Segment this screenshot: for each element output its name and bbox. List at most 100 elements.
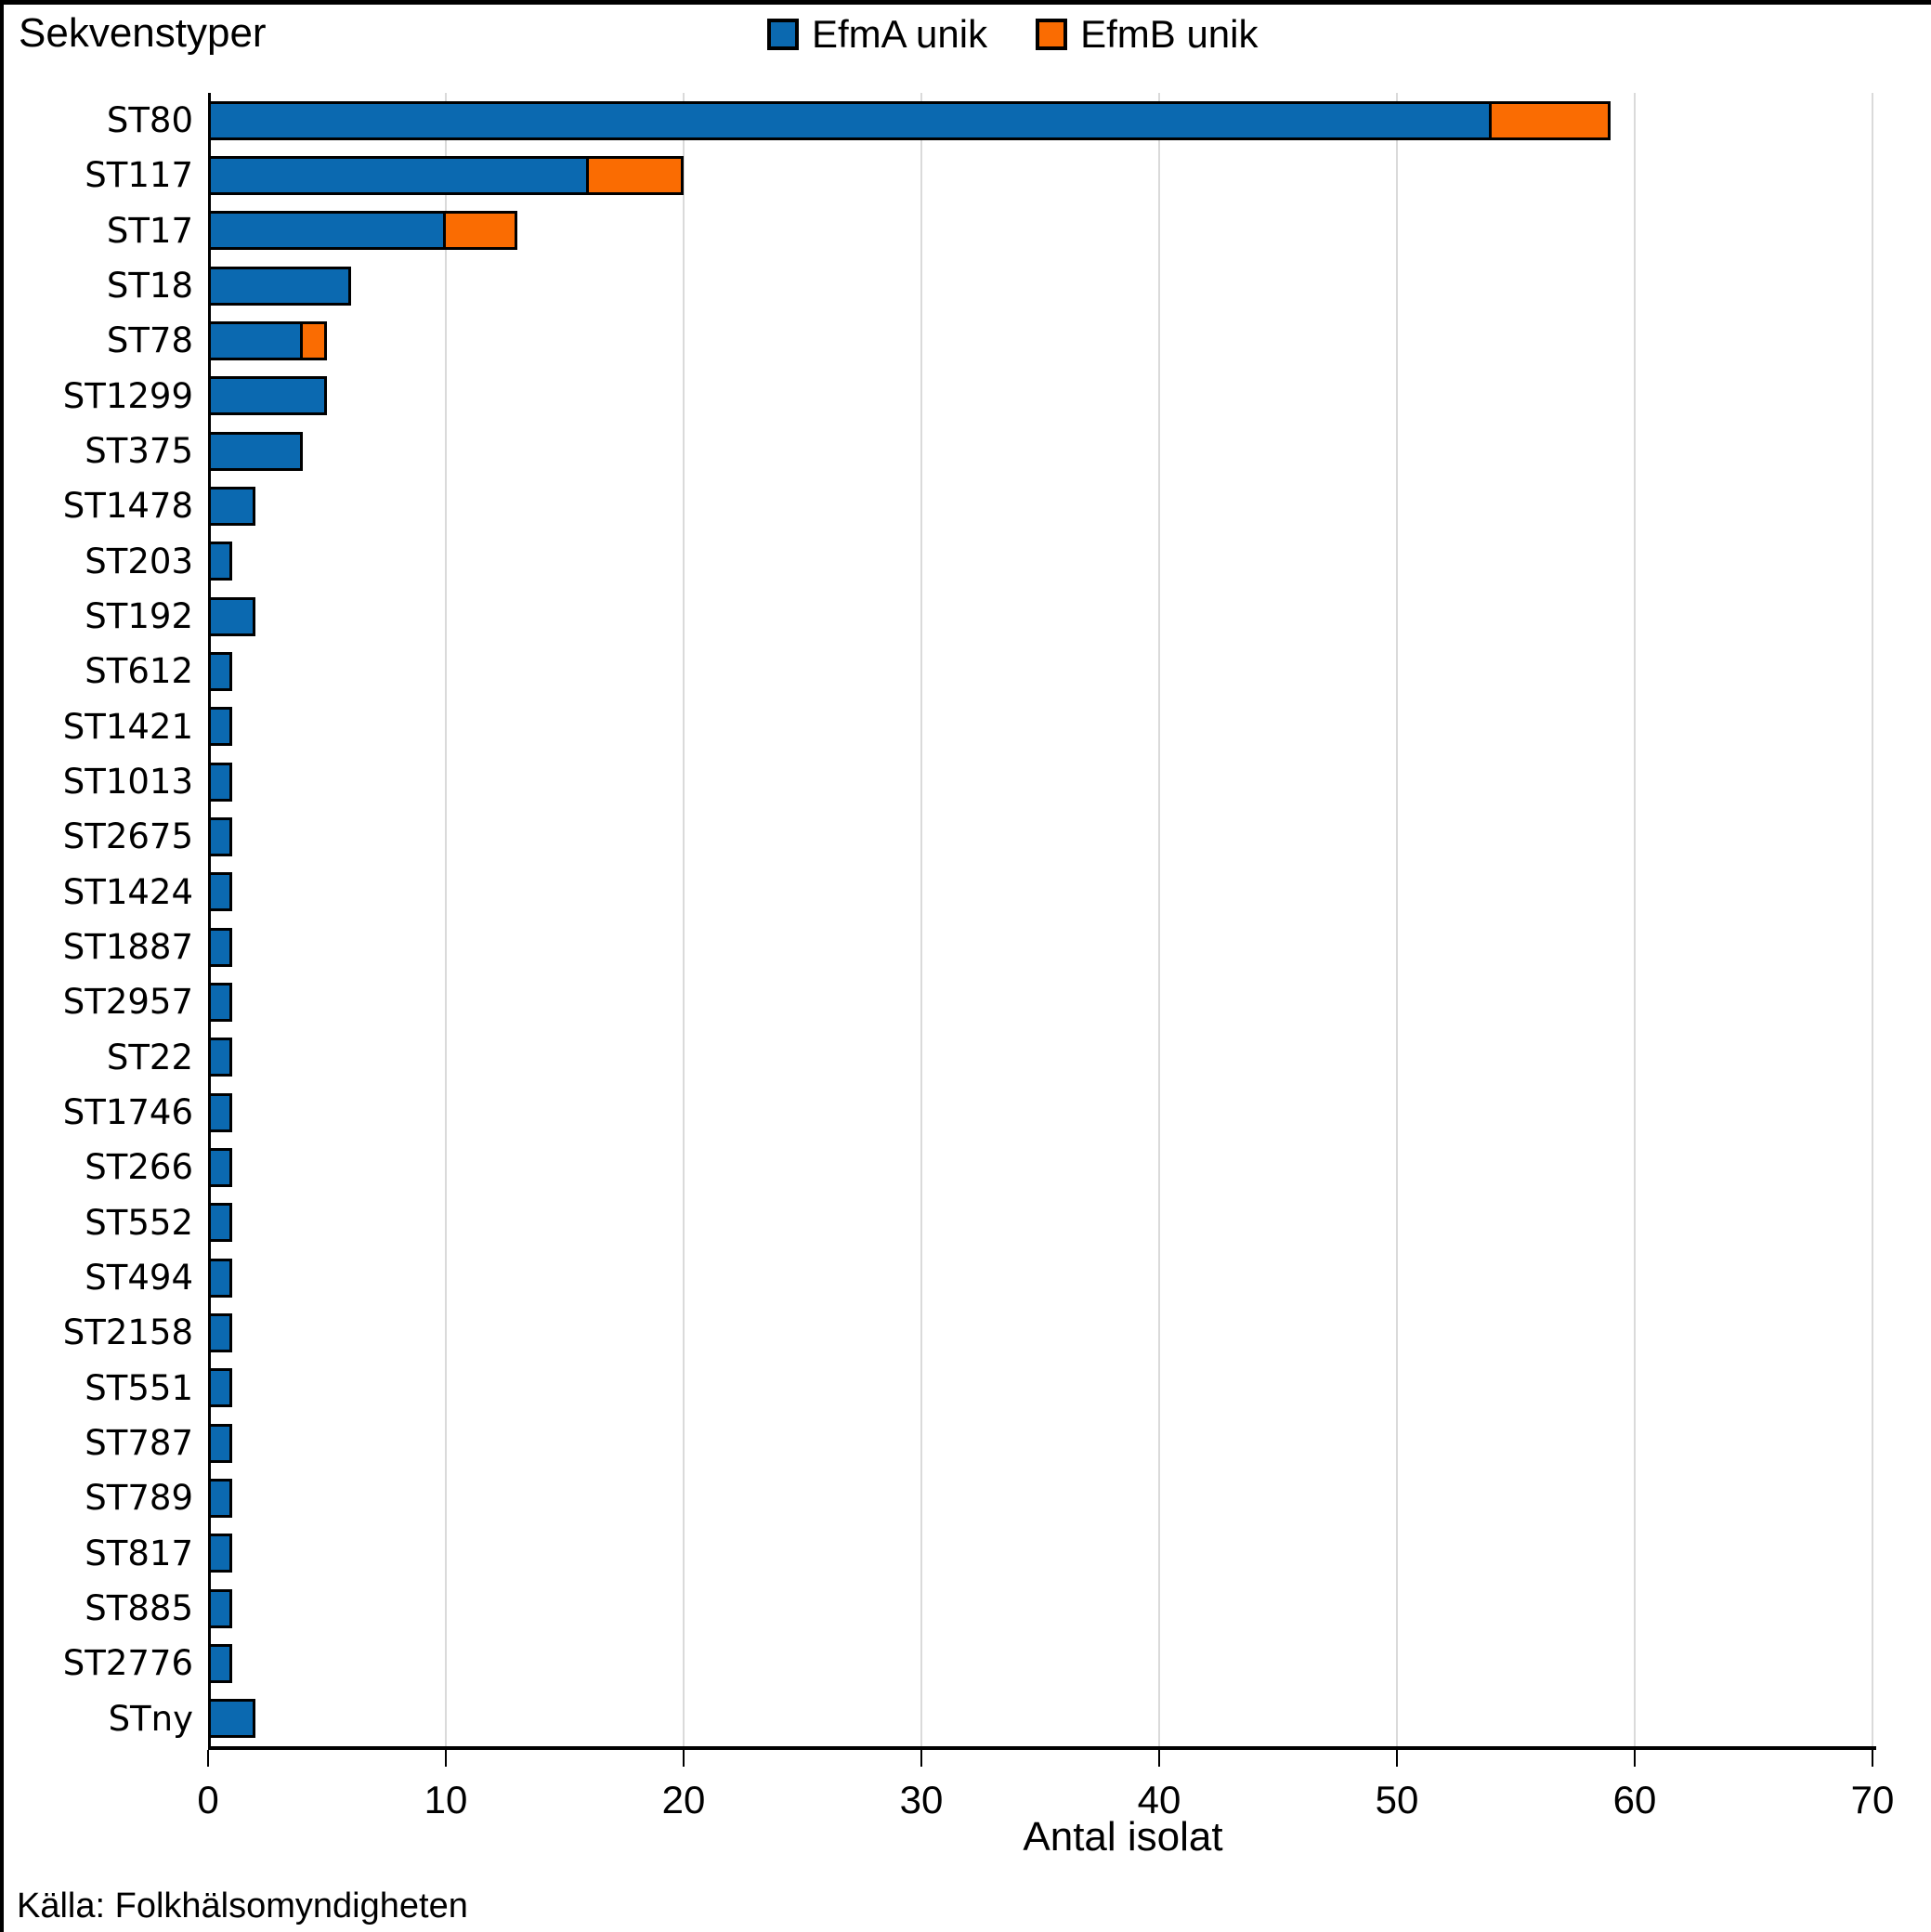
chart-title: Sekvenstyper	[19, 10, 267, 56]
category-label: ST2776	[62, 1643, 193, 1684]
gridline	[1634, 93, 1636, 1746]
category-label: ST80	[106, 100, 193, 140]
category-label: ST2158	[62, 1312, 193, 1353]
category-label: ST375	[85, 431, 193, 471]
bar-segment-efma	[208, 1479, 232, 1518]
bar-segment-efma	[208, 321, 304, 360]
bar-segment-efma	[208, 156, 589, 195]
bar-segment-efma	[208, 817, 232, 856]
bar-segment-efmb	[585, 156, 684, 195]
gridline	[1396, 93, 1398, 1746]
legend-label-efmb: EfmB unik	[1080, 12, 1259, 56]
x-tick-mark	[445, 1750, 447, 1767]
source-note: Källa: Folkhälsomyndigheten	[17, 1886, 468, 1925]
category-label: ST494	[85, 1258, 193, 1298]
bar-segment-efma	[208, 1092, 232, 1132]
efmb-swatch-icon	[1036, 19, 1068, 50]
category-label: ST192	[85, 596, 193, 636]
category-label: ST2957	[62, 982, 193, 1023]
category-label: ST551	[85, 1367, 193, 1408]
category-label: ST885	[85, 1588, 193, 1628]
category-label: ST612	[85, 651, 193, 692]
x-tick-label: 30	[899, 1778, 944, 1821]
x-tick-label: 60	[1612, 1778, 1657, 1821]
category-label: ST1013	[62, 762, 193, 802]
gridline	[683, 93, 685, 1746]
x-tick-label: 20	[661, 1778, 706, 1821]
bar-segment-efma	[208, 542, 232, 581]
legend-item-efmb: EfmB unik	[1036, 12, 1259, 57]
x-tick-label: 70	[1850, 1778, 1895, 1821]
x-tick-mark	[1634, 1750, 1636, 1767]
bar-segment-efma	[208, 1258, 232, 1298]
gridline	[1158, 93, 1160, 1746]
x-axis-title: Antal isolat	[1023, 1814, 1223, 1860]
category-label: STny	[108, 1698, 193, 1739]
legend: EfmA unik EfmB unik	[767, 12, 1259, 57]
x-tick-mark	[1872, 1750, 1873, 1767]
x-tick-label: 50	[1375, 1778, 1419, 1821]
x-axis-line	[208, 1746, 1876, 1750]
x-tick-mark	[1396, 1750, 1398, 1767]
category-label: ST789	[85, 1478, 193, 1519]
category-label: ST266	[85, 1147, 193, 1188]
x-tick-label: 0	[197, 1778, 219, 1821]
x-tick-mark	[207, 1750, 209, 1767]
bar-segment-efma	[208, 1588, 232, 1628]
x-tick-mark	[1158, 1750, 1160, 1767]
category-label: ST2675	[62, 816, 193, 857]
category-label: ST552	[85, 1202, 193, 1243]
bar-segment-efma	[208, 1368, 232, 1408]
gridline	[445, 93, 447, 1746]
category-label: ST78	[106, 320, 193, 361]
bar-segment-efmb	[1489, 100, 1611, 140]
category-label: ST1299	[62, 375, 193, 416]
bar-segment-efma	[208, 927, 232, 967]
bar-segment-efma	[208, 1313, 232, 1352]
bar-segment-efma	[208, 762, 232, 802]
gridline	[1872, 93, 1873, 1746]
bar-segment-efma	[208, 1038, 232, 1077]
bar-segment-efma	[208, 1148, 232, 1187]
category-label: ST787	[85, 1423, 193, 1463]
x-tick-label: 10	[424, 1778, 468, 1821]
legend-label-efma: EfmA unik	[812, 12, 988, 56]
plot-area: ST80 ST117 ST17 ST18 ST78 ST1299 ST375 ST1478 ST…	[4, 5, 1931, 1932]
x-tick-label: 40	[1137, 1778, 1181, 1821]
bar-segment-efma	[208, 1534, 232, 1573]
category-label: ST817	[85, 1533, 193, 1573]
bar-segment-efma	[208, 652, 232, 691]
bar-segment-efma	[208, 100, 1493, 140]
y-axis-line	[208, 93, 211, 1750]
bar-segment-efma	[208, 487, 256, 526]
gridline	[920, 93, 922, 1746]
bar-segment-efma	[208, 1699, 256, 1739]
category-label: ST1478	[62, 486, 193, 527]
category-label: ST22	[106, 1037, 193, 1077]
bar-segment-efma	[208, 596, 256, 636]
category-label: ST17	[106, 210, 193, 251]
bar-segment-efmb	[443, 211, 517, 251]
bar-segment-efma	[208, 1203, 232, 1243]
bar-segment-efma	[208, 376, 327, 416]
category-label: ST18	[106, 266, 193, 306]
bar-segment-efma	[208, 872, 232, 912]
bar-segment-efma	[208, 707, 232, 747]
efma-swatch-icon	[767, 19, 799, 50]
bar-segment-efma	[208, 1423, 232, 1463]
category-label: ST117	[85, 155, 193, 196]
category-label: ST1887	[62, 927, 193, 967]
bar-segment-efma	[208, 211, 446, 251]
bar-segment-efmb	[300, 321, 327, 360]
category-label: ST1421	[62, 706, 193, 747]
legend-item-efma: EfmA unik	[767, 12, 987, 57]
category-label: ST1746	[62, 1092, 193, 1132]
x-tick-mark	[683, 1750, 685, 1767]
bar-segment-efma	[208, 1644, 232, 1683]
category-label: ST1424	[62, 871, 193, 912]
category-label: ST203	[85, 541, 193, 581]
bar-segment-efma	[208, 431, 304, 471]
x-tick-mark	[920, 1750, 922, 1767]
bar-segment-efma	[208, 983, 232, 1022]
